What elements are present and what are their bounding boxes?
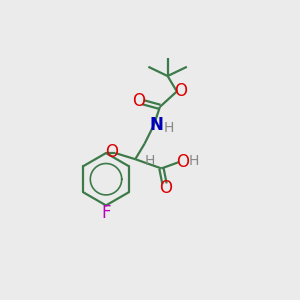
Text: H: H — [189, 154, 199, 168]
Text: O: O — [176, 152, 190, 170]
Text: N: N — [150, 116, 164, 134]
Text: O: O — [132, 92, 145, 110]
Text: O: O — [105, 143, 118, 161]
Text: H: H — [145, 154, 155, 168]
Text: H: H — [164, 121, 174, 135]
Text: O: O — [174, 82, 187, 100]
Text: F: F — [101, 204, 111, 222]
Text: O: O — [159, 179, 172, 197]
